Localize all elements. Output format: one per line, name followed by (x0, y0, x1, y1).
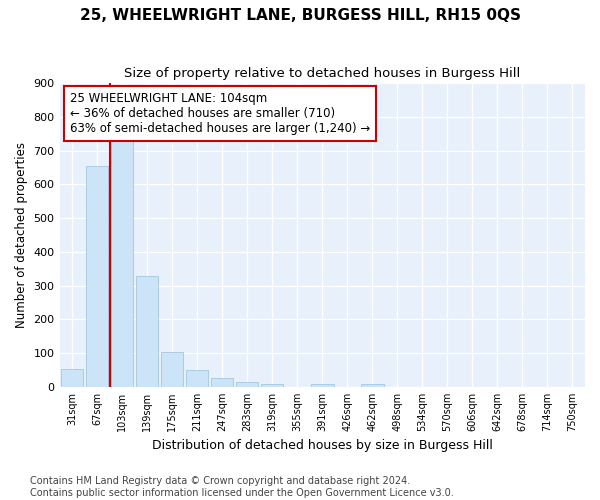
X-axis label: Distribution of detached houses by size in Burgess Hill: Distribution of detached houses by size … (152, 440, 493, 452)
Bar (211, 378, 233, 387)
Bar (161, 352, 184, 387)
Title: Size of property relative to detached houses in Burgess Hill: Size of property relative to detached ho… (124, 68, 520, 80)
Y-axis label: Number of detached properties: Number of detached properties (15, 142, 28, 328)
Bar (111, 137, 133, 387)
Bar (261, 384, 283, 387)
Text: 25 WHEELWRIGHT LANE: 104sqm
← 36% of detached houses are smaller (710)
63% of se: 25 WHEELWRIGHT LANE: 104sqm ← 36% of det… (70, 92, 370, 135)
Bar (186, 370, 208, 387)
Bar (236, 382, 259, 387)
Text: 25, WHEELWRIGHT LANE, BURGESS HILL, RH15 0QS: 25, WHEELWRIGHT LANE, BURGESS HILL, RH15… (79, 8, 521, 22)
Text: Contains HM Land Registry data © Crown copyright and database right 2024.
Contai: Contains HM Land Registry data © Crown c… (30, 476, 454, 498)
Bar (361, 384, 383, 387)
Bar (61, 370, 83, 387)
Bar (136, 276, 158, 387)
Bar (86, 166, 109, 387)
Bar (311, 384, 334, 387)
